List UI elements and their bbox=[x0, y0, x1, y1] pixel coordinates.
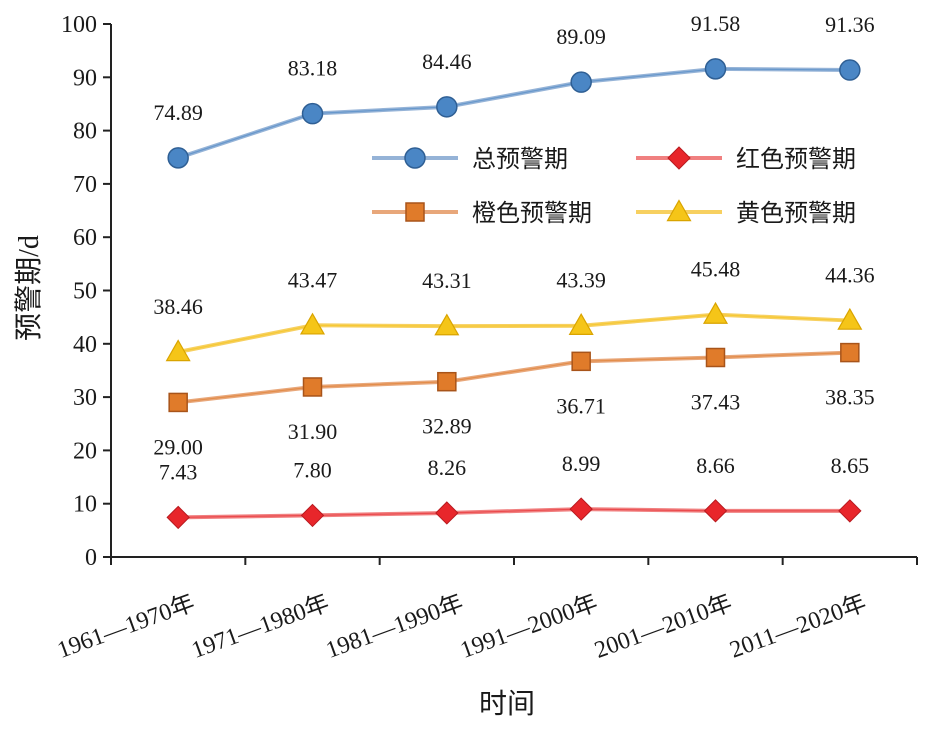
series-1 bbox=[166, 497, 862, 530]
data-label: 83.18 bbox=[288, 56, 338, 81]
y-tick-label: 10 bbox=[73, 492, 97, 518]
x-tick-label: 1981—1990年 bbox=[322, 589, 467, 664]
legend-item-3: 黄色预警期 bbox=[636, 199, 856, 227]
data-point bbox=[838, 499, 862, 523]
data-label: 38.46 bbox=[153, 294, 203, 319]
series-3 bbox=[165, 301, 863, 362]
data-label: 44.36 bbox=[825, 263, 875, 288]
series-line-core bbox=[178, 313, 850, 353]
x-tick-label: 1961—1970年 bbox=[54, 589, 199, 664]
data-label: 29.00 bbox=[153, 434, 203, 459]
data-point bbox=[570, 71, 592, 93]
data-point bbox=[436, 96, 458, 118]
data-point bbox=[437, 371, 457, 392]
y-tick-label: 90 bbox=[73, 65, 97, 91]
data-point bbox=[302, 377, 323, 397]
y-tick-label: 60 bbox=[73, 225, 97, 251]
legend-marker bbox=[404, 147, 426, 169]
series-2 bbox=[168, 342, 860, 413]
data-label: 37.43 bbox=[691, 389, 741, 414]
data-label: 45.48 bbox=[691, 257, 741, 282]
y-tick-label: 40 bbox=[73, 332, 97, 358]
series-line-core bbox=[178, 508, 850, 518]
series-line bbox=[177, 66, 850, 160]
legend-label: 红色预警期 bbox=[736, 146, 856, 173]
data-point bbox=[301, 102, 324, 125]
data-point bbox=[571, 351, 591, 372]
x-tick-label: 1971—1980年 bbox=[188, 589, 333, 664]
data-label: 43.47 bbox=[288, 267, 338, 292]
x-tick-label: 2001—2010年 bbox=[591, 589, 736, 664]
data-label: 8.99 bbox=[562, 451, 601, 476]
y-tick-label: 50 bbox=[73, 279, 97, 305]
data-point bbox=[840, 342, 860, 363]
data-label: 8.66 bbox=[696, 453, 735, 478]
legend-marker bbox=[666, 199, 692, 222]
data-point bbox=[435, 501, 459, 525]
y-tick-label: 20 bbox=[73, 438, 97, 464]
legend-marker bbox=[667, 146, 691, 170]
x-tick-label: 2011—2020年 bbox=[726, 589, 870, 663]
legend-label: 黄色预警期 bbox=[736, 200, 856, 227]
data-point bbox=[705, 347, 726, 368]
y-tick-label: 100 bbox=[61, 12, 97, 38]
data-label: 7.43 bbox=[159, 459, 198, 484]
data-point bbox=[300, 503, 325, 528]
data-point bbox=[167, 147, 189, 169]
data-point bbox=[166, 505, 190, 530]
data-label: 89.09 bbox=[556, 24, 606, 49]
data-label: 7.80 bbox=[293, 457, 332, 482]
data-label: 31.90 bbox=[288, 419, 338, 444]
series-layer bbox=[165, 58, 863, 530]
data-label: 38.35 bbox=[825, 385, 875, 410]
data-point bbox=[839, 59, 861, 81]
data-point bbox=[299, 312, 326, 335]
y-tick-label: 80 bbox=[73, 119, 97, 145]
series-line bbox=[177, 350, 850, 405]
series-line-core bbox=[178, 351, 850, 404]
data-label: 36.71 bbox=[556, 393, 606, 418]
series-0 bbox=[167, 58, 861, 169]
series-line-core bbox=[177, 68, 850, 159]
data-point bbox=[704, 58, 727, 80]
data-point bbox=[168, 392, 188, 413]
data-point bbox=[434, 313, 460, 336]
data-point bbox=[837, 307, 863, 330]
y-axis-title: 预警期/d bbox=[13, 235, 45, 341]
data-point bbox=[568, 313, 594, 335]
data-label: 32.89 bbox=[422, 414, 472, 439]
legend-item-1: 红色预警期 bbox=[636, 146, 856, 173]
data-label: 91.58 bbox=[691, 11, 741, 36]
data-label: 84.46 bbox=[422, 49, 472, 74]
data-point bbox=[165, 339, 191, 362]
data-labels: 74.89 83.18 84.46 89.09 91.58 91.36 7.43 7.80 8.… bbox=[153, 11, 874, 485]
data-point bbox=[702, 301, 729, 324]
x-tick-label: 1991—2000年 bbox=[457, 589, 602, 664]
legend-item-0: 总预警期 bbox=[372, 146, 568, 173]
y-tick-label: 30 bbox=[73, 385, 97, 411]
x-axis-title: 时间 bbox=[479, 688, 535, 720]
data-label: 8.65 bbox=[831, 453, 870, 478]
series-line bbox=[177, 312, 850, 354]
data-point bbox=[569, 497, 593, 521]
data-point bbox=[703, 499, 728, 523]
legend-marker bbox=[405, 202, 425, 222]
legend-item-2: 橙色预警期 bbox=[372, 200, 592, 227]
data-label: 8.26 bbox=[428, 455, 467, 480]
legend-label: 总预警期 bbox=[472, 146, 568, 173]
data-label: 43.39 bbox=[556, 268, 606, 293]
data-label: 43.31 bbox=[422, 268, 472, 293]
y-tick-label: 70 bbox=[73, 172, 97, 198]
y-tick-label: 0 bbox=[85, 545, 97, 571]
data-label: 74.89 bbox=[153, 100, 203, 125]
data-label: 91.36 bbox=[825, 12, 875, 37]
legend-label: 橙色预警期 bbox=[472, 200, 592, 227]
